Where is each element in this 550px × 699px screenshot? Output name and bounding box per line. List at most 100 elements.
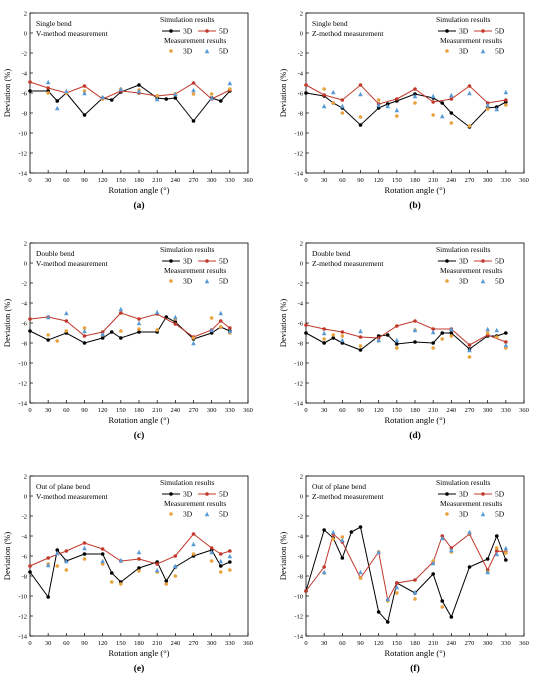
data-point-meas-5d: [154, 309, 160, 315]
chart-panel-1: 0 30 60 90 120 150 180 210 240 270 300 330 360 -14 -12…: [2, 10, 253, 211]
data-point-meas-3d: [155, 94, 159, 98]
x-tick-label: 300: [483, 177, 493, 184]
data-point-sim-5d: [82, 541, 87, 545]
x-tick-label: 0: [304, 407, 307, 414]
y-axis-label: Deviation (%): [278, 299, 288, 348]
x-tick-label: 210: [428, 177, 438, 184]
data-point-meas-3d: [46, 333, 50, 337]
y-tick-label: 2: [24, 473, 27, 480]
x-tick-label: 180: [410, 177, 420, 184]
data-point-sim-5d: [413, 578, 417, 582]
data-point-sim-3d: [440, 599, 445, 603]
data-point-meas-5d: [100, 558, 105, 564]
y-tick-label: -12: [18, 150, 27, 157]
y-tick-label: -6: [22, 553, 28, 560]
data-point-sim-5d: [431, 100, 435, 104]
legend-sim-title: Simulation results: [436, 245, 490, 254]
y-tick-label: -2: [22, 513, 27, 520]
legend-meas-5d-marker: [204, 278, 210, 284]
legend-sim-5d-label: 5D: [219, 257, 229, 266]
data-point-sim-3d: [82, 341, 87, 345]
data-point-meas-5d: [412, 93, 418, 99]
data-point-meas-3d: [55, 564, 60, 568]
data-point-meas-5d: [430, 93, 436, 99]
legend-sim-3d-marker: [169, 492, 173, 496]
y-tick-label: -10: [18, 130, 27, 137]
x-tick-label: 120: [98, 407, 108, 414]
y-tick-label: -8: [298, 573, 303, 580]
x-tick-label: 270: [465, 407, 475, 414]
data-point-meas-5d: [467, 347, 472, 353]
data-point-meas-5d: [136, 320, 142, 326]
data-point-meas-3d: [494, 546, 499, 550]
x-tick-label: 30: [45, 177, 52, 184]
x-tick-label: 120: [374, 407, 384, 414]
data-point-sim-5d: [494, 549, 499, 553]
data-point-sim-5d: [46, 86, 50, 90]
legend-sim-3d-label: 3D: [459, 490, 469, 499]
data-point-meas-5d: [449, 547, 454, 553]
data-point-sim-5d: [413, 319, 417, 323]
data-point-meas-3d: [218, 570, 223, 574]
legend-meas-5d-marker: [480, 278, 486, 284]
data-point-sim-5d: [413, 87, 417, 91]
data-point-meas-5d: [503, 545, 509, 551]
y-tick-label: -12: [294, 380, 303, 387]
y-tick-label: -2: [298, 513, 303, 520]
x-tick-label: 210: [428, 407, 438, 414]
data-point-sim-3d: [28, 89, 32, 93]
data-point-meas-5d: [209, 95, 214, 101]
data-point-meas-5d: [227, 328, 233, 334]
data-point-sim-3d: [46, 338, 50, 342]
panel-annotation: Z-method measurement: [312, 259, 384, 268]
data-point-meas-3d: [209, 92, 214, 96]
data-point-meas-3d: [191, 552, 196, 556]
data-point-meas-3d: [228, 568, 232, 572]
data-point-sim-3d: [137, 566, 141, 570]
data-point-meas-3d: [55, 339, 60, 343]
y-tick-label: -12: [294, 613, 303, 620]
data-point-meas-5d: [218, 310, 224, 316]
x-tick-label: 60: [63, 407, 70, 414]
data-point-sim-3d: [218, 99, 223, 103]
data-point-meas-5d: [118, 306, 124, 312]
data-point-meas-3d: [340, 334, 345, 338]
data-point-meas-5d: [394, 337, 400, 343]
legend-meas-5d-label: 5D: [219, 277, 229, 286]
data-point-meas-3d: [449, 334, 454, 338]
legend-sim-3d-label: 3D: [459, 27, 469, 36]
y-tick-label: 0: [24, 493, 27, 500]
x-tick-label: 60: [339, 177, 346, 184]
x-tick-label: 90: [81, 640, 88, 647]
data-point-meas-3d: [358, 576, 363, 580]
data-point-sim-3d: [28, 329, 32, 333]
y-tick-label: -4: [22, 300, 28, 307]
legend-meas-3d-marker: [169, 279, 173, 283]
legend-meas-title: Measurement results: [440, 36, 502, 45]
data-point-sim-3d: [109, 571, 114, 575]
data-point-sim-3d: [385, 620, 390, 624]
data-point-sim-3d: [322, 528, 326, 532]
data-point-sim-5d: [191, 81, 196, 85]
x-tick-label: 240: [170, 407, 180, 414]
y-tick-label: -8: [22, 110, 27, 117]
y-tick-label: -2: [298, 280, 303, 287]
x-tick-label: 300: [207, 177, 217, 184]
data-point-sim-3d: [449, 111, 454, 115]
legend-meas-3d-marker: [169, 49, 173, 53]
data-point-meas-5d: [430, 329, 436, 335]
y-tick-label: -10: [18, 360, 27, 367]
x-tick-label: 270: [189, 640, 199, 647]
data-point-meas-3d: [137, 327, 141, 331]
data-point-meas-3d: [137, 569, 141, 573]
data-point-meas-3d: [340, 111, 345, 115]
data-point-meas-5d: [54, 105, 60, 111]
x-tick-label: 90: [357, 640, 364, 647]
legend-meas-5d-marker: [480, 48, 486, 54]
data-point-meas-5d: [218, 558, 224, 564]
data-point-sim-3d: [100, 552, 105, 556]
y-tick-label: -14: [18, 400, 27, 407]
y-tick-label: 0: [24, 30, 27, 37]
data-point-meas-5d: [227, 80, 233, 86]
legend-sim-title: Simulation results: [160, 15, 214, 24]
